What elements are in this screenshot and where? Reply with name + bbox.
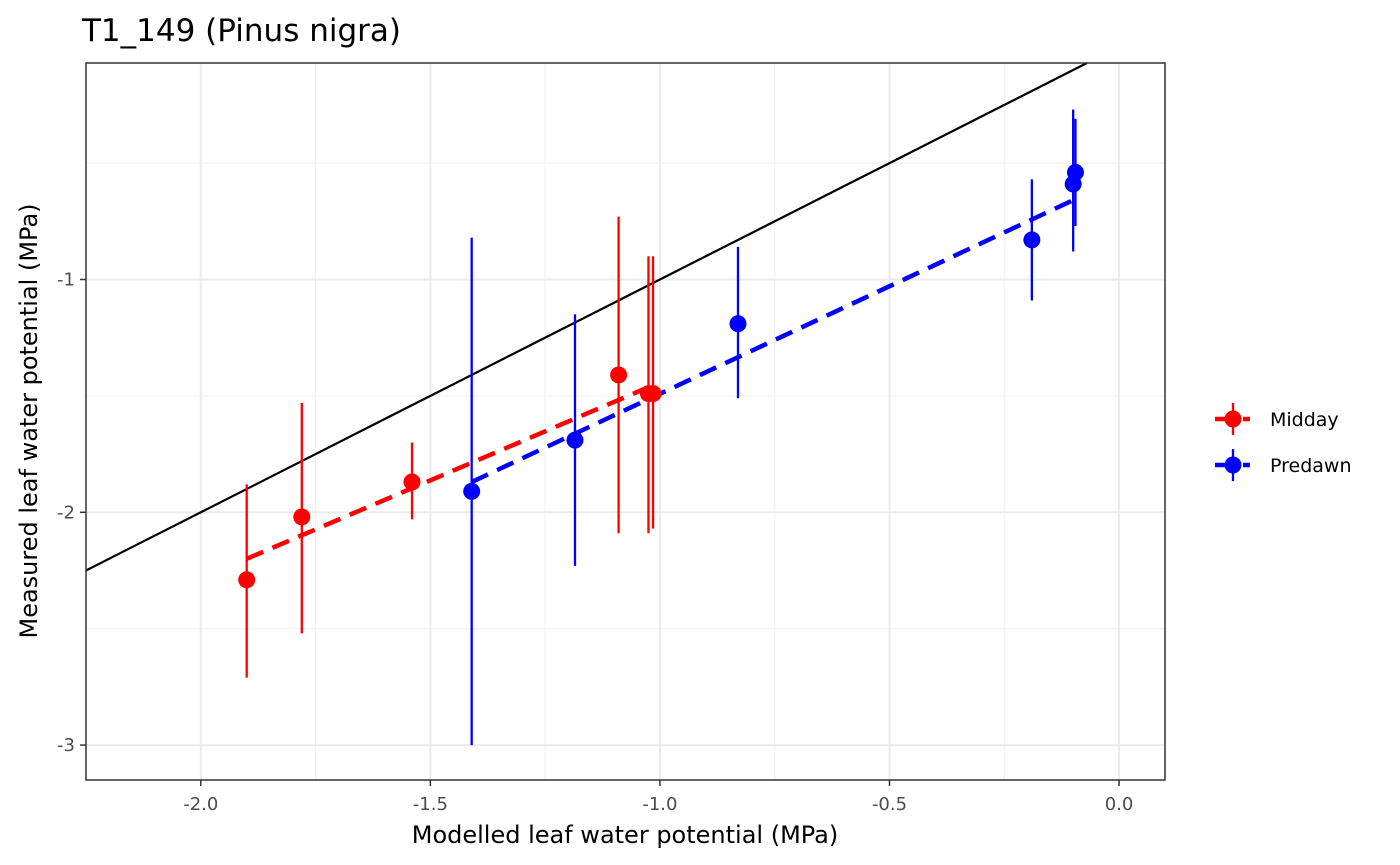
legend-item-predawn: Predawn: [1215, 449, 1352, 481]
y-tick-label: -1: [57, 269, 75, 290]
identity-line: [85, 62, 1088, 572]
y-axis: -1 -2 -3: [57, 269, 86, 756]
y-tick-label: -3: [57, 735, 75, 756]
predawn-point: [1066, 163, 1084, 181]
midday-point: [403, 473, 421, 491]
x-tick-label: 0.0: [1105, 794, 1134, 815]
identity-line-layer: [85, 62, 1088, 572]
x-tick-label: -2.0: [183, 794, 218, 815]
x-tick-label: -1.5: [413, 794, 448, 815]
x-tick-label: -0.5: [872, 794, 907, 815]
legend-key-point: [1224, 456, 1242, 474]
y-tick-label: -2: [57, 502, 75, 523]
panel-border: [85, 62, 1166, 781]
y-axis-title: Measured leaf water potential (MPa): [15, 203, 43, 638]
predawn-point: [463, 482, 481, 500]
x-tick-label: -1.0: [642, 794, 677, 815]
midday-point: [238, 571, 256, 589]
fit-lines-layer: [245, 195, 1079, 561]
midday-point: [293, 508, 311, 526]
midday-point: [610, 366, 628, 384]
legend-key-point: [1224, 410, 1242, 428]
midday-point: [644, 385, 662, 403]
x-axis-title: Modelled leaf water potential (MPa): [412, 821, 839, 849]
error-bars-layer: [245, 109, 1077, 746]
grid: [86, 63, 1165, 780]
x-axis: -2.0 -1.5 -1.0 -0.5 0.0: [183, 780, 1133, 815]
points-layer: [238, 163, 1084, 589]
predawn-point: [566, 431, 584, 449]
predawn-point: [1023, 231, 1041, 249]
legend: Midday Predawn: [1215, 403, 1352, 481]
legend-label: Midday: [1270, 409, 1339, 431]
midday-fit-line: [245, 382, 657, 561]
predawn-point: [729, 315, 747, 333]
legend-label: Predawn: [1270, 455, 1352, 477]
chart-title: T1_149 (Pinus nigra): [81, 13, 401, 49]
legend-item-midday: Midday: [1215, 403, 1339, 435]
